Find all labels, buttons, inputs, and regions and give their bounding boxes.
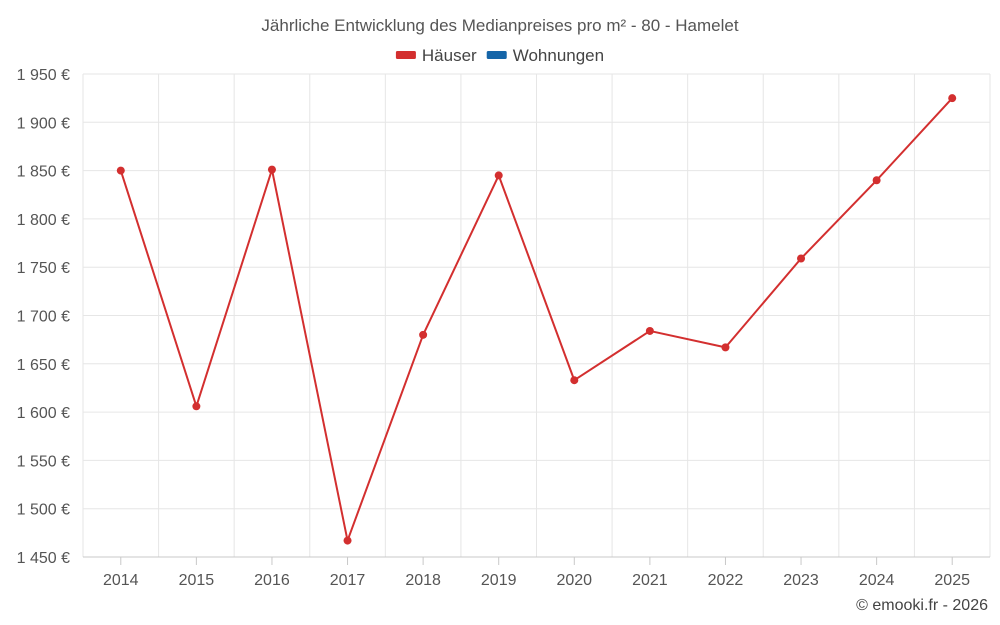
copyright-credit: © emooki.fr - 2026 bbox=[856, 597, 988, 614]
legend-label: Häuser bbox=[422, 46, 477, 65]
data-point[interactable] bbox=[116, 166, 125, 175]
x-tick-label: 2023 bbox=[783, 572, 819, 589]
y-tick-label: 1 850 € bbox=[17, 164, 70, 181]
data-point[interactable] bbox=[797, 254, 806, 263]
data-point[interactable] bbox=[419, 330, 428, 339]
data-point[interactable] bbox=[494, 171, 503, 180]
y-tick-label: 1 800 € bbox=[17, 212, 70, 229]
x-tick-label: 2017 bbox=[330, 572, 366, 589]
x-tick-label: 2016 bbox=[254, 572, 290, 589]
data-point[interactable] bbox=[872, 176, 881, 185]
data-point[interactable] bbox=[948, 94, 957, 103]
series-layer bbox=[116, 94, 957, 545]
legend-swatch bbox=[395, 51, 416, 59]
x-tick-label: 2022 bbox=[708, 572, 744, 589]
y-tick-label: 1 550 € bbox=[17, 453, 70, 470]
data-point[interactable] bbox=[192, 402, 201, 411]
data-point[interactable] bbox=[570, 376, 579, 385]
y-tick-label: 1 700 € bbox=[17, 309, 70, 326]
legend-label: Wohnungen bbox=[513, 46, 604, 65]
x-tick-label: 2019 bbox=[481, 572, 517, 589]
legend-item-0[interactable]: Häuser bbox=[395, 46, 477, 65]
series-line-0 bbox=[119, 97, 953, 542]
legend-item-1[interactable]: Wohnungen bbox=[486, 46, 604, 65]
data-point[interactable] bbox=[721, 343, 730, 352]
chart-title: Jährliche Entwicklung des Medianpreises … bbox=[261, 16, 738, 35]
x-tick-label: 2024 bbox=[859, 572, 895, 589]
x-tick-label: 2015 bbox=[179, 572, 215, 589]
grid bbox=[82, 73, 991, 558]
y-tick-label: 1 750 € bbox=[17, 260, 70, 277]
data-point[interactable] bbox=[343, 536, 352, 545]
data-point[interactable] bbox=[267, 165, 276, 174]
y-tick-label: 1 500 € bbox=[17, 502, 70, 519]
axes: 1 450 € 1 500 € 1 550 € 1 600 € 1 650 € 1 700… bbox=[17, 67, 990, 589]
y-tick-label: 1 600 € bbox=[17, 405, 70, 422]
x-tick-label: 2021 bbox=[632, 572, 668, 589]
x-tick-label: 2018 bbox=[405, 572, 441, 589]
y-tick-label: 1 950 € bbox=[17, 67, 70, 84]
y-tick-label: 1 650 € bbox=[17, 357, 70, 374]
x-tick-label: 2025 bbox=[934, 572, 970, 589]
x-tick-label: 2020 bbox=[556, 572, 592, 589]
y-tick-label: 1 450 € bbox=[17, 550, 70, 567]
x-tick-label: 2014 bbox=[103, 572, 139, 589]
legend: Häuser Wohnungen bbox=[395, 46, 604, 65]
y-tick-label: 1 900 € bbox=[17, 115, 70, 132]
legend-swatch bbox=[486, 51, 507, 59]
data-point[interactable] bbox=[645, 326, 654, 335]
